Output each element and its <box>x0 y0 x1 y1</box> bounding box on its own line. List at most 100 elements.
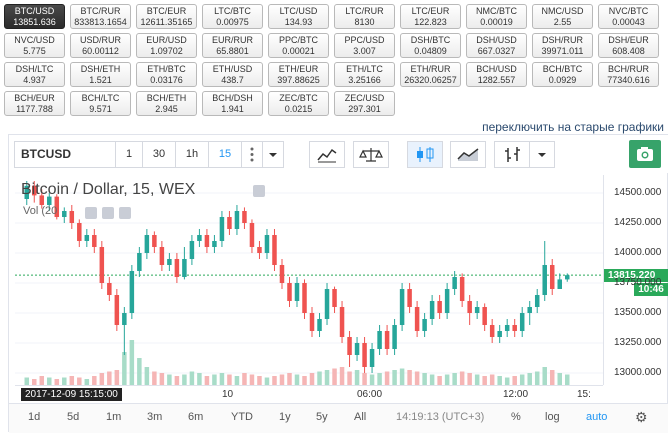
ticker-value: 0.00019 <box>480 17 513 27</box>
ticker-dsh-eur[interactable]: DSH/EUR 608.408 <box>598 33 659 58</box>
compare-scales-icon[interactable] <box>353 141 389 168</box>
ticker-pair: BTC/USD <box>14 6 55 16</box>
bars-style-icon[interactable] <box>494 141 530 168</box>
ticker-value: 65.8801 <box>216 46 249 56</box>
volume-bar <box>399 368 405 385</box>
settings-icon[interactable] <box>102 207 114 219</box>
ticker-ltc-btc[interactable]: LTC/BTC 0.00975 <box>202 4 263 29</box>
volume-bar <box>234 376 240 385</box>
ticker-ppc-btc[interactable]: PPC/BTC 0.00021 <box>268 33 329 58</box>
close-icon[interactable] <box>119 207 131 219</box>
ticker-bch-rur[interactable]: BCH/RUR 77340.616 <box>598 62 659 87</box>
ticker-pair: ETH/BTC <box>147 64 186 74</box>
volume-bar <box>557 373 562 385</box>
ticker-zec-btc[interactable]: ZEC/BTC 0.0215 <box>268 91 329 116</box>
legend-dropdown-icon[interactable] <box>253 185 265 197</box>
volume-bar <box>294 374 300 385</box>
price-axis[interactable]: 13815.220 10:46 14500.000 14250.000 14000.… <box>603 175 668 385</box>
more-intervals-icon[interactable] <box>241 141 263 168</box>
ticker-bch-eur[interactable]: BCH/EUR 1177.788 <box>4 91 65 116</box>
ticker-zec-usd[interactable]: ZEC/USD 297.301 <box>334 91 395 116</box>
log-scale-button[interactable]: log <box>545 411 560 423</box>
volume-bar <box>62 377 67 385</box>
ticker-eur-usd[interactable]: EUR/USD 1.09702 <box>136 33 197 58</box>
eye-icon[interactable] <box>85 207 97 219</box>
ticker-nmc-usd[interactable]: NMC/USD 2.55 <box>532 4 593 29</box>
volume-bar <box>32 379 37 385</box>
ticker-eth-btc[interactable]: ETH/BTC 0.03176 <box>136 62 197 87</box>
time-label: 06:00 <box>357 389 383 400</box>
percent-scale-button[interactable]: % <box>511 411 521 423</box>
candles-style-icon[interactable] <box>407 141 443 168</box>
ticker-dsh-usd[interactable]: DSH/USD 667.0327 <box>466 33 527 58</box>
ticker-bch-usd[interactable]: BCH/USD 1282.557 <box>466 62 527 87</box>
ticker-ltc-eur[interactable]: LTC/EUR 122.823 <box>400 4 461 29</box>
ticker-dsh-rur[interactable]: DSH/RUR 39971.011 <box>532 33 593 58</box>
range-1d-button[interactable]: 1d <box>28 411 41 423</box>
range-1y-button[interactable]: 1y <box>279 411 291 423</box>
candle-body <box>467 301 472 313</box>
camera-icon[interactable] <box>629 140 661 168</box>
interval-1h-button[interactable]: 1h <box>175 141 209 168</box>
ticker-value: 3.007 <box>353 46 376 56</box>
chart-style-dropdown-icon[interactable] <box>529 141 555 168</box>
range-6m-button[interactable]: 6m <box>188 411 204 423</box>
ticker-value: 0.03176 <box>150 75 183 85</box>
candle-body <box>302 283 307 313</box>
ticker-bch-btc[interactable]: BCH/BTC 0.0929 <box>532 62 593 87</box>
indicators-icon[interactable] <box>309 141 345 168</box>
candle-body <box>122 313 127 325</box>
auto-scale-button[interactable]: auto <box>586 411 608 423</box>
price-axis-label: 13750.000 <box>614 277 662 288</box>
ticker-ppc-usd[interactable]: PPC/USD 3.007 <box>334 33 395 58</box>
volume-bar <box>414 371 420 385</box>
volume-bar <box>174 376 180 385</box>
switch-old-charts-link[interactable]: переключить на старые графики <box>482 120 664 134</box>
ticker-pair: LTC/USD <box>279 6 318 16</box>
symbol-input[interactable]: BTCUSD <box>14 141 116 168</box>
range-1m-button[interactable]: 1m <box>106 411 122 423</box>
ticker-ltc-usd[interactable]: LTC/USD 134.93 <box>268 4 329 29</box>
ticker-bch-eth[interactable]: BCH/ETH 2.945 <box>136 91 197 116</box>
gear-icon[interactable]: ⚙ <box>635 409 648 425</box>
price-plot[interactable] <box>15 175 603 385</box>
interval-1-button[interactable]: 1 <box>115 141 143 168</box>
ticker-ltc-rur[interactable]: LTC/RUR 8130 <box>334 4 395 29</box>
range-all-button[interactable]: All <box>354 411 367 423</box>
ticker-pair: ETH/LTC <box>346 64 383 74</box>
ticker-eth-rur[interactable]: ETH/RUR 26320.06257 <box>400 62 461 87</box>
candle-body <box>189 241 195 259</box>
volume-bar <box>84 379 90 385</box>
ticker-eur-rur[interactable]: EUR/RUR 65.8801 <box>202 33 263 58</box>
ticker-bch-dsh[interactable]: BCH/DSH 1.941 <box>202 91 263 116</box>
ticker-eth-eur[interactable]: ETH/EUR 397.88625 <box>268 62 329 87</box>
interval-dropdown-icon[interactable] <box>262 141 284 168</box>
candle-body <box>399 289 405 325</box>
ticker-bch-ltc[interactable]: BCH/LTC 9.571 <box>70 91 131 116</box>
range-5y-button[interactable]: 5y <box>316 411 328 423</box>
ticker-eth-usd[interactable]: ETH/USD 438.7 <box>202 62 263 87</box>
time-axis[interactable]: 2017-12-09 15:15:00 10 06:00 12:00 15: <box>15 385 603 403</box>
interval-15-button[interactable]: 15 <box>208 141 242 168</box>
ticker-eth-ltc[interactable]: ETH/LTC 3.25166 <box>334 62 395 87</box>
ticker-nmc-btc[interactable]: NMC/BTC 0.00019 <box>466 4 527 29</box>
ticker-btc-eur[interactable]: BTC/EUR 12611.35165 <box>136 4 197 29</box>
range-5d-button[interactable]: 5d <box>67 411 80 423</box>
ticker-dsh-eth[interactable]: DSH/ETH 1.521 <box>70 62 131 87</box>
interval-30-button[interactable]: 30 <box>142 141 176 168</box>
ticker-pair: BCH/USD <box>476 64 517 74</box>
candle-body <box>354 343 360 355</box>
volume-bar <box>497 376 502 385</box>
ticker-nvc-btc[interactable]: NVC/BTC 0.00043 <box>598 4 659 29</box>
range-ytd-button[interactable]: YTD <box>231 411 253 423</box>
ticker-dsh-btc[interactable]: DSH/BTC 0.04809 <box>400 33 461 58</box>
volume-bar <box>519 374 525 385</box>
ticker-btc-usd[interactable]: BTC/USD 13851.636 <box>4 4 65 29</box>
ticker-nvc-usd[interactable]: NVC/USD 5.775 <box>4 33 65 58</box>
candle-body <box>557 279 562 289</box>
area-style-icon[interactable] <box>450 141 486 168</box>
ticker-usd-rur[interactable]: USD/RUR 60.00112 <box>70 33 131 58</box>
ticker-btc-rur[interactable]: BTC/RUR 833813.1654 <box>70 4 131 29</box>
range-3m-button[interactable]: 3m <box>147 411 163 423</box>
ticker-dsh-ltc[interactable]: DSH/LTC 4.937 <box>4 62 65 87</box>
